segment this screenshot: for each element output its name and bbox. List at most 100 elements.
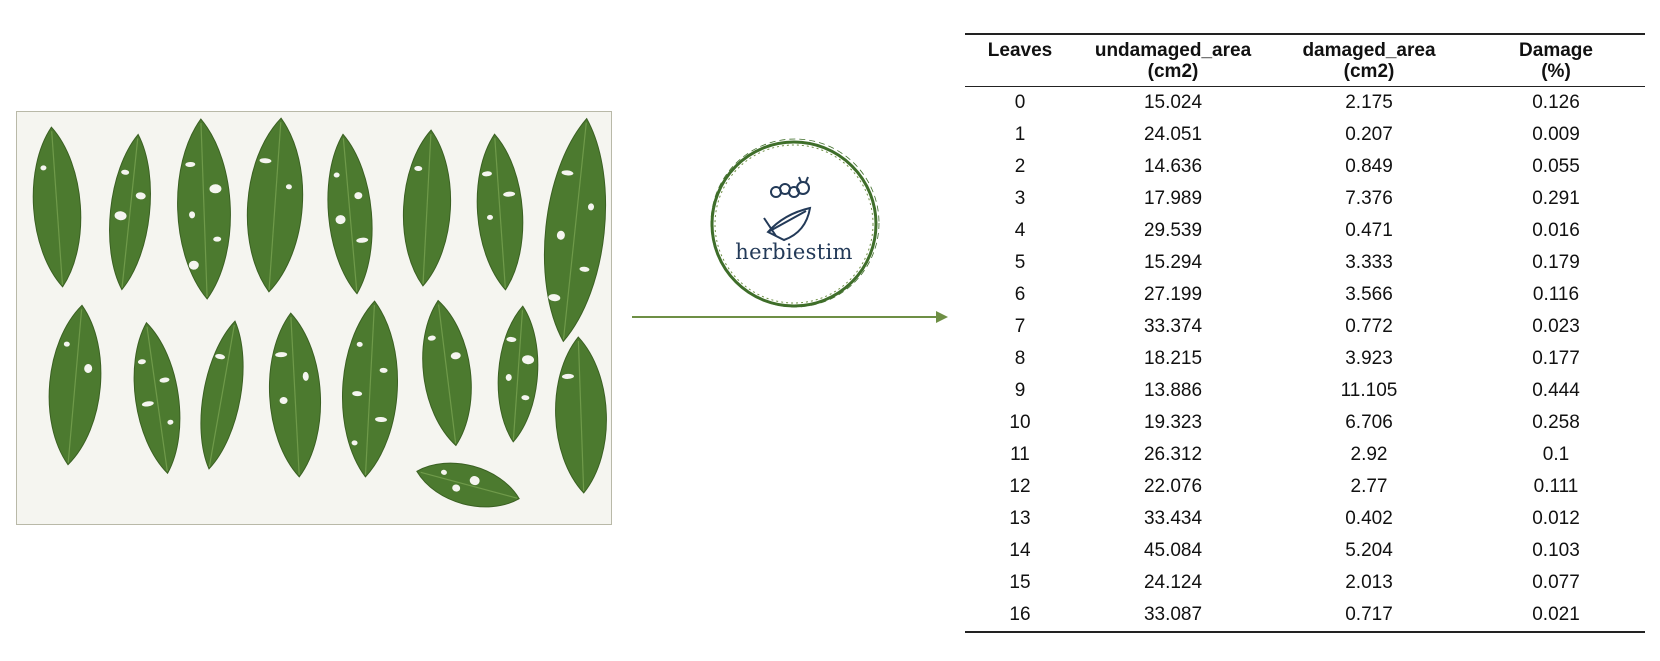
table-row: 5 15.294 3.333 0.179 — [965, 247, 1645, 279]
table-row: 4 29.539 0.471 0.016 — [965, 215, 1645, 247]
leaf-shape — [543, 117, 607, 343]
leaf-shape — [269, 312, 321, 478]
cell-damaged-area: 7.376 — [1345, 188, 1393, 209]
table-row: 11 26.312 2.92 0.1 — [965, 439, 1645, 471]
cell-leaf-index: 15 — [1009, 572, 1031, 593]
cell-damaged-area: 0.717 — [1345, 604, 1393, 625]
cell-damage-percent: 0.077 — [1532, 572, 1580, 593]
cell-damaged-area: 3.333 — [1345, 252, 1393, 273]
leaf-shape — [327, 133, 373, 295]
results-table: Leaves undamaged_area (cm2) damaged_area… — [965, 33, 1645, 633]
table-row: 7 33.374 0.772 0.023 — [965, 311, 1645, 343]
cell-undamaged-area: 15.024 — [1143, 92, 1203, 113]
table-row: 13 33.434 0.402 0.012 — [965, 503, 1645, 535]
table-row: 1 24.051 0.207 0.009 — [965, 119, 1645, 151]
cell-undamaged-area: 17.989 — [1143, 188, 1203, 209]
cell-undamaged-area: 15.294 — [1143, 252, 1203, 273]
leaf-shape — [246, 117, 304, 293]
cell-leaf-index: 2 — [1014, 156, 1026, 177]
cell-leaf-index: 13 — [1009, 508, 1031, 529]
header-damaged-area: damaged_area (cm2) — [1271, 34, 1467, 87]
cell-damage-percent: 0.179 — [1532, 252, 1580, 273]
header-damaged-area-label: damaged_area — [1302, 40, 1436, 61]
cell-damage-percent: 0.116 — [1532, 284, 1580, 305]
cell-damaged-area: 2.175 — [1345, 92, 1393, 113]
table-row: 9 13.886 11.105 0.444 — [965, 375, 1645, 407]
cell-damage-percent: 0.444 — [1532, 380, 1580, 401]
leaf-shape — [200, 320, 244, 470]
cell-damage-percent: 0.023 — [1532, 316, 1580, 337]
cell-leaf-index: 6 — [1014, 284, 1026, 305]
cell-undamaged-area: 33.374 — [1143, 316, 1203, 337]
leaf-shape — [133, 321, 181, 475]
leaf-shape — [416, 462, 520, 508]
cell-damage-percent: 0.291 — [1532, 188, 1580, 209]
cell-undamaged-area: 29.539 — [1143, 220, 1203, 241]
cell-damage-percent: 0.258 — [1532, 412, 1580, 433]
leaf-shape — [342, 300, 398, 478]
cell-undamaged-area: 22.076 — [1143, 476, 1203, 497]
leaf-scan-drawing — [32, 117, 607, 508]
cell-damaged-area: 0.849 — [1345, 156, 1393, 177]
cell-damaged-area: 11.105 — [1340, 380, 1398, 401]
header-undamaged-area: undamaged_area (cm2) — [1075, 34, 1271, 87]
leaf-shape — [402, 129, 452, 287]
cell-undamaged-area: 14.636 — [1143, 156, 1203, 177]
cell-damage-percent: 0.012 — [1532, 508, 1580, 529]
cell-leaf-index: 1 — [1014, 124, 1026, 145]
leaf-shape — [422, 299, 472, 447]
cell-leaf-index: 3 — [1014, 188, 1026, 209]
leaf-shape — [109, 133, 151, 291]
cell-leaf-index: 8 — [1014, 348, 1026, 369]
header-damaged-area-unit: (cm2) — [1343, 61, 1395, 82]
logo-wordmark: herbiestim — [735, 240, 853, 264]
cell-undamaged-area: 18.215 — [1143, 348, 1203, 369]
header-damage-label: Damage — [1519, 40, 1593, 61]
leaf-shape — [497, 305, 539, 443]
cell-leaf-index: 12 — [1009, 476, 1031, 497]
leaf-shape — [177, 118, 231, 300]
table-row: 3 17.989 7.376 0.291 — [965, 183, 1645, 215]
cell-undamaged-area: 24.051 — [1143, 124, 1203, 145]
cell-damaged-area: 2.77 — [1350, 476, 1388, 497]
table-row: 15 24.124 2.013 0.077 — [965, 567, 1645, 599]
herbiestim-logo-icon — [710, 138, 880, 308]
cell-leaf-index: 10 — [1009, 412, 1031, 433]
cell-damage-percent: 0.016 — [1532, 220, 1580, 241]
cell-undamaged-area: 33.087 — [1143, 604, 1203, 625]
cell-leaf-index: 0 — [1014, 92, 1026, 113]
cell-leaf-index: 11 — [1010, 444, 1030, 465]
cell-damaged-area: 0.402 — [1345, 508, 1393, 529]
leaf-scan-image — [16, 111, 612, 525]
cell-leaf-index: 4 — [1014, 220, 1026, 241]
cell-damage-percent: 0.009 — [1532, 124, 1580, 145]
cell-damaged-area: 0.471 — [1345, 220, 1393, 241]
leaf-shape — [48, 304, 102, 466]
cell-damaged-area: 3.923 — [1345, 348, 1393, 369]
header-leaves: Leaves — [965, 34, 1075, 87]
cell-damaged-area: 2.013 — [1345, 572, 1393, 593]
cell-damaged-area: 3.566 — [1345, 284, 1393, 305]
cell-leaf-index: 14 — [1009, 540, 1031, 561]
cell-leaf-index: 5 — [1014, 252, 1026, 273]
leaf-shape — [555, 336, 607, 494]
table-header-row: Leaves undamaged_area (cm2) damaged_area… — [965, 34, 1645, 87]
cell-undamaged-area: 45.084 — [1143, 540, 1203, 561]
cell-leaf-index: 7 — [1014, 316, 1026, 337]
cell-undamaged-area: 33.434 — [1143, 508, 1203, 529]
table-row: 2 14.636 0.849 0.055 — [965, 151, 1645, 183]
cell-undamaged-area: 26.312 — [1143, 444, 1203, 465]
cell-undamaged-area: 19.323 — [1143, 412, 1203, 433]
leaf-shape — [32, 126, 82, 288]
cell-damaged-area: 6.706 — [1345, 412, 1393, 433]
header-damage: Damage (%) — [1467, 34, 1645, 87]
cell-damage-percent: 0.021 — [1532, 604, 1580, 625]
cell-damaged-area: 5.204 — [1345, 540, 1393, 561]
cell-undamaged-area: 24.124 — [1143, 572, 1203, 593]
cell-damage-percent: 0.111 — [1533, 476, 1579, 497]
table-row: 6 27.199 3.566 0.116 — [965, 279, 1645, 311]
cell-damaged-area: 0.207 — [1345, 124, 1393, 145]
cell-damaged-area: 2.92 — [1350, 444, 1388, 465]
table-row: 10 19.323 6.706 0.258 — [965, 407, 1645, 439]
table-row: 14 45.084 5.204 0.103 — [965, 535, 1645, 567]
